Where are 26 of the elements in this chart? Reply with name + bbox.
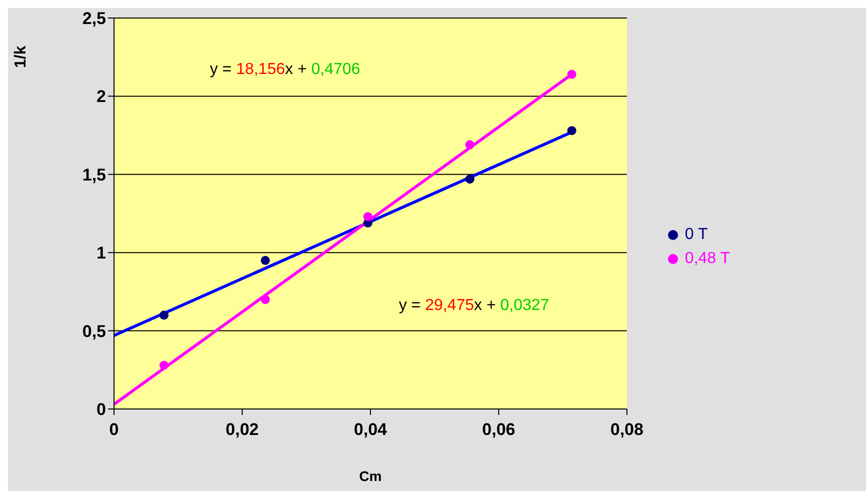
point [465,140,474,150]
y-tick-label: 0,5 [82,322,106,341]
x-tick-label: 0 [109,420,119,440]
y-tick-label: 1,5 [82,165,106,184]
point [567,70,576,79]
legend-label: 0,48 T [684,250,730,268]
point [567,126,576,136]
point [260,295,270,304]
point [260,256,270,265]
x-tick-label: 0,06 [482,420,516,440]
legend-label: 0 T [684,226,708,244]
x-tick-label: 0,04 [354,420,388,440]
x-axis-title: Cm [359,468,382,484]
point [159,360,169,370]
y-tick-label: 2 [96,87,106,106]
point [159,310,169,320]
y-axis-title: 1/k [12,46,30,68]
x-tick-label: 0,08 [610,420,644,440]
point [363,212,372,222]
y-tick-label: 2,5 [82,9,106,28]
x-tick-label: 0,02 [226,420,259,440]
point [465,174,474,184]
y-tick-label: 0 [96,400,106,420]
annotation: y = 18,156x + 0,4706 [210,61,360,78]
y-tick-label: 1 [96,244,106,263]
annotation: y = 29,475x + 0,0327 [398,297,550,314]
